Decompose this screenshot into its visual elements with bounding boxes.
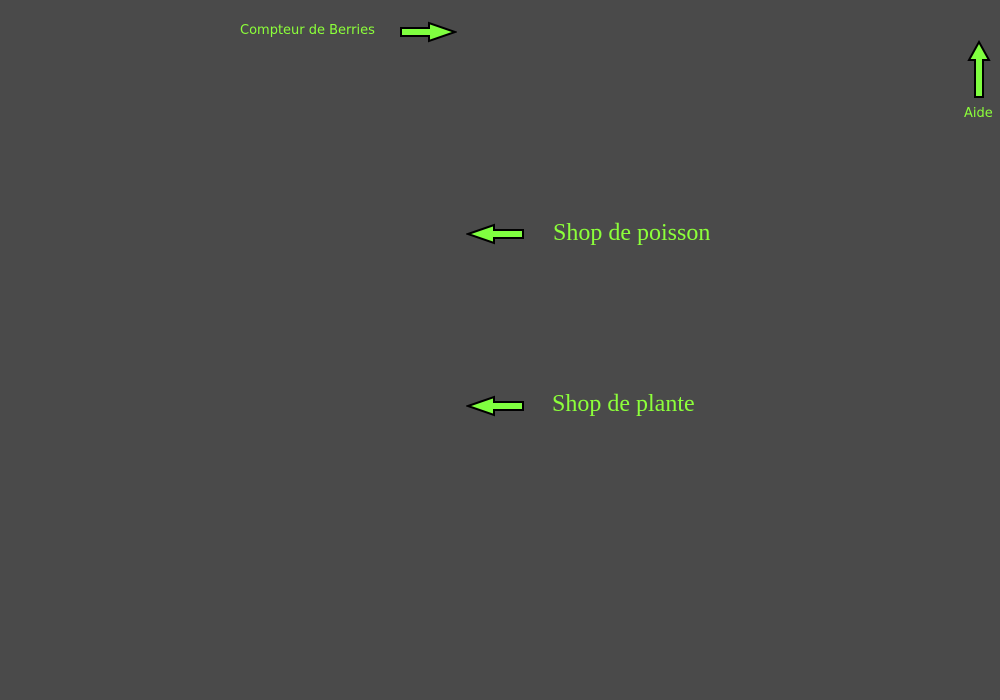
plant-shop-label[interactable]: Shop de plante <box>552 391 695 417</box>
arrow-up-icon[interactable] <box>967 40 991 100</box>
fish-shop-label[interactable]: Shop de poisson <box>553 220 711 246</box>
help-label[interactable]: Aide <box>964 106 993 121</box>
berries-counter-label: Compteur de Berries <box>240 23 375 38</box>
arrow-left-icon[interactable] <box>466 222 526 246</box>
arrow-left-icon[interactable] <box>466 394 526 418</box>
arrow-right-icon[interactable] <box>399 21 457 43</box>
